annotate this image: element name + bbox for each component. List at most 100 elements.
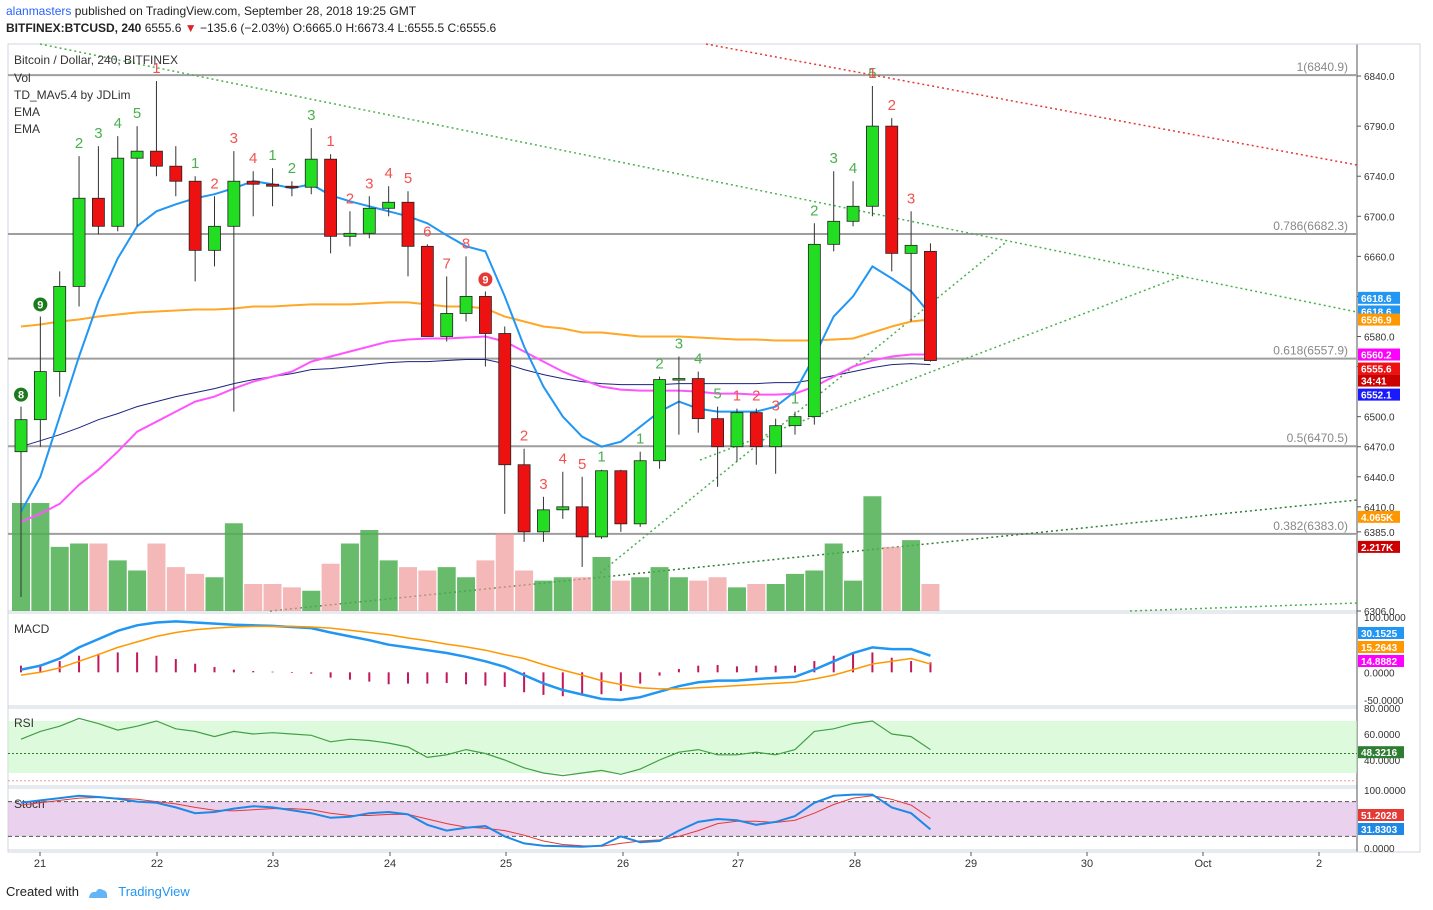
trend-line-up-1 (599, 242, 1006, 574)
volume-bar (805, 570, 824, 611)
rsi-value-label: 48.3216 (1361, 748, 1398, 759)
volume-bar (476, 560, 495, 611)
candle-body (208, 225, 221, 251)
ema-slow-line (20, 301, 931, 342)
td-setup-badge (478, 272, 493, 287)
rsi-tick-label: 80.0000 (1364, 704, 1401, 715)
td-count-label: 2 (75, 135, 83, 152)
candle-body (304, 158, 318, 188)
td-count-label: 3 (307, 107, 315, 124)
price-tag-box (1358, 362, 1400, 375)
price-tick-label: 6660.0 (1364, 252, 1395, 263)
candle-body (749, 412, 763, 448)
td-count-label: 4 (114, 115, 122, 132)
td-count-label: 1 (868, 65, 876, 82)
price-tag-box (1358, 348, 1400, 361)
time-axis[interactable]: 21 22 23 24 25 26 27 28 29 30 Oct 2 (34, 852, 1322, 870)
volume-bar (437, 567, 456, 611)
volume-bar (650, 567, 669, 611)
price-tick-label: 6740.0 (1364, 172, 1395, 183)
fib-levels: 1(6840.9) 0.786(6682.3) 0.618(6557.9) 0.5(6… (8, 60, 1357, 535)
td-count-label: 2 (288, 160, 296, 177)
volume-bar (379, 560, 398, 611)
td-count-label: 1 (268, 147, 276, 164)
legend-ema-1: EMA (14, 105, 40, 119)
price-tick-label: 6500.0 (1364, 413, 1395, 424)
ema-mid-line (20, 335, 931, 523)
price-tag-label: 6555.6 (1361, 365, 1392, 376)
td-setup-badge (33, 297, 48, 312)
chart-title: Bitcoin / Dollar, 240, BITFINEX (14, 53, 178, 67)
td-count-label: 4 (849, 160, 857, 177)
volume-bar (244, 584, 263, 611)
macd-value-tag (1358, 641, 1404, 653)
td-count-label: 3 (94, 125, 102, 142)
candle-body (420, 245, 434, 337)
price-tag-box (1358, 540, 1400, 553)
candle-body (362, 207, 376, 234)
volume-bar (70, 543, 89, 611)
price-tag-box (1358, 374, 1400, 387)
macd-tick-label: 0.0000 (1364, 668, 1395, 679)
trend-line-support (269, 499, 1358, 612)
macd-tick-label: 100.0000 (1364, 613, 1406, 624)
td-count-label: 5 (868, 65, 876, 82)
td-count-label: 5 (578, 456, 586, 473)
volume-bar (166, 567, 185, 611)
price-tick-label: 6470.0 (1364, 443, 1395, 454)
author-name[interactable]: alanmasters (6, 4, 72, 18)
outer-frame (7, 43, 1421, 853)
td-count-label: 6 (423, 223, 431, 240)
candle-body (498, 333, 512, 466)
candle-body (150, 150, 163, 167)
candle-body (924, 250, 937, 361)
volume-bar (747, 584, 766, 611)
symbol-header: BITFINEX:BTCUSD, 240 6555.6 ▼ −135.6 (−2… (6, 21, 496, 35)
legend-ema-2: EMA (14, 122, 40, 136)
legend-td: TD_MAv5.4 by JDLim (14, 88, 130, 102)
candle-body (633, 460, 647, 525)
td-count-label: 2 (810, 202, 818, 219)
td-count-label: 5 (404, 170, 412, 187)
fib-label-0: 1(6840.9) (1297, 60, 1348, 74)
candle-body (614, 470, 628, 525)
candle-body (14, 419, 28, 453)
volume-bar (727, 587, 746, 611)
price-tag-label: 6596.9 (1361, 316, 1392, 327)
volume-bar (89, 543, 108, 611)
volume-bar (515, 570, 534, 611)
price-tag-box (1358, 510, 1400, 523)
td-count-label: 4 (694, 351, 702, 368)
time-tick-label: Oct (1194, 858, 1211, 870)
price-tags: 6618.66618.66596.96560.26555.634:416552.… (1358, 291, 1400, 554)
volume-bar (689, 580, 708, 611)
volume-bar (302, 590, 321, 611)
candle-body (111, 157, 125, 227)
volume-bars (12, 496, 940, 611)
chart-canvas[interactable]: 1(6840.9) 0.786(6682.3) 0.618(6557.9) 0.5(6… (0, 0, 1433, 880)
volume-bar (631, 577, 650, 611)
price-axis[interactable]: 6840.06790.06740.06700.06660.06620.06580… (1357, 72, 1395, 618)
td-count-label: 2 (752, 388, 760, 405)
ema-long-line (20, 359, 931, 448)
volume-bar (902, 540, 921, 611)
tradingview-link[interactable]: TradingView (118, 884, 190, 899)
td-setup-badge (14, 387, 28, 402)
price-tick-label: 6410.0 (1364, 503, 1395, 514)
price-tag-label: 2.217K (1361, 543, 1394, 554)
volume-bar (457, 577, 476, 611)
stoch-value-tag (1358, 809, 1404, 821)
volume-bar (224, 523, 243, 611)
trend-line-bottom (1129, 602, 1358, 612)
price-tick-label: 6700.0 (1364, 212, 1395, 223)
candle-body (92, 197, 105, 227)
legend-vol: Vol (14, 71, 31, 85)
rsi-line (20, 717, 931, 777)
time-tick-label: 30 (1081, 858, 1093, 870)
candle-body (324, 158, 338, 237)
candle-body (285, 185, 299, 189)
candle-body (769, 425, 783, 448)
volume-bar (50, 546, 69, 611)
volume-bar (882, 546, 901, 611)
volume-bar (863, 496, 882, 611)
